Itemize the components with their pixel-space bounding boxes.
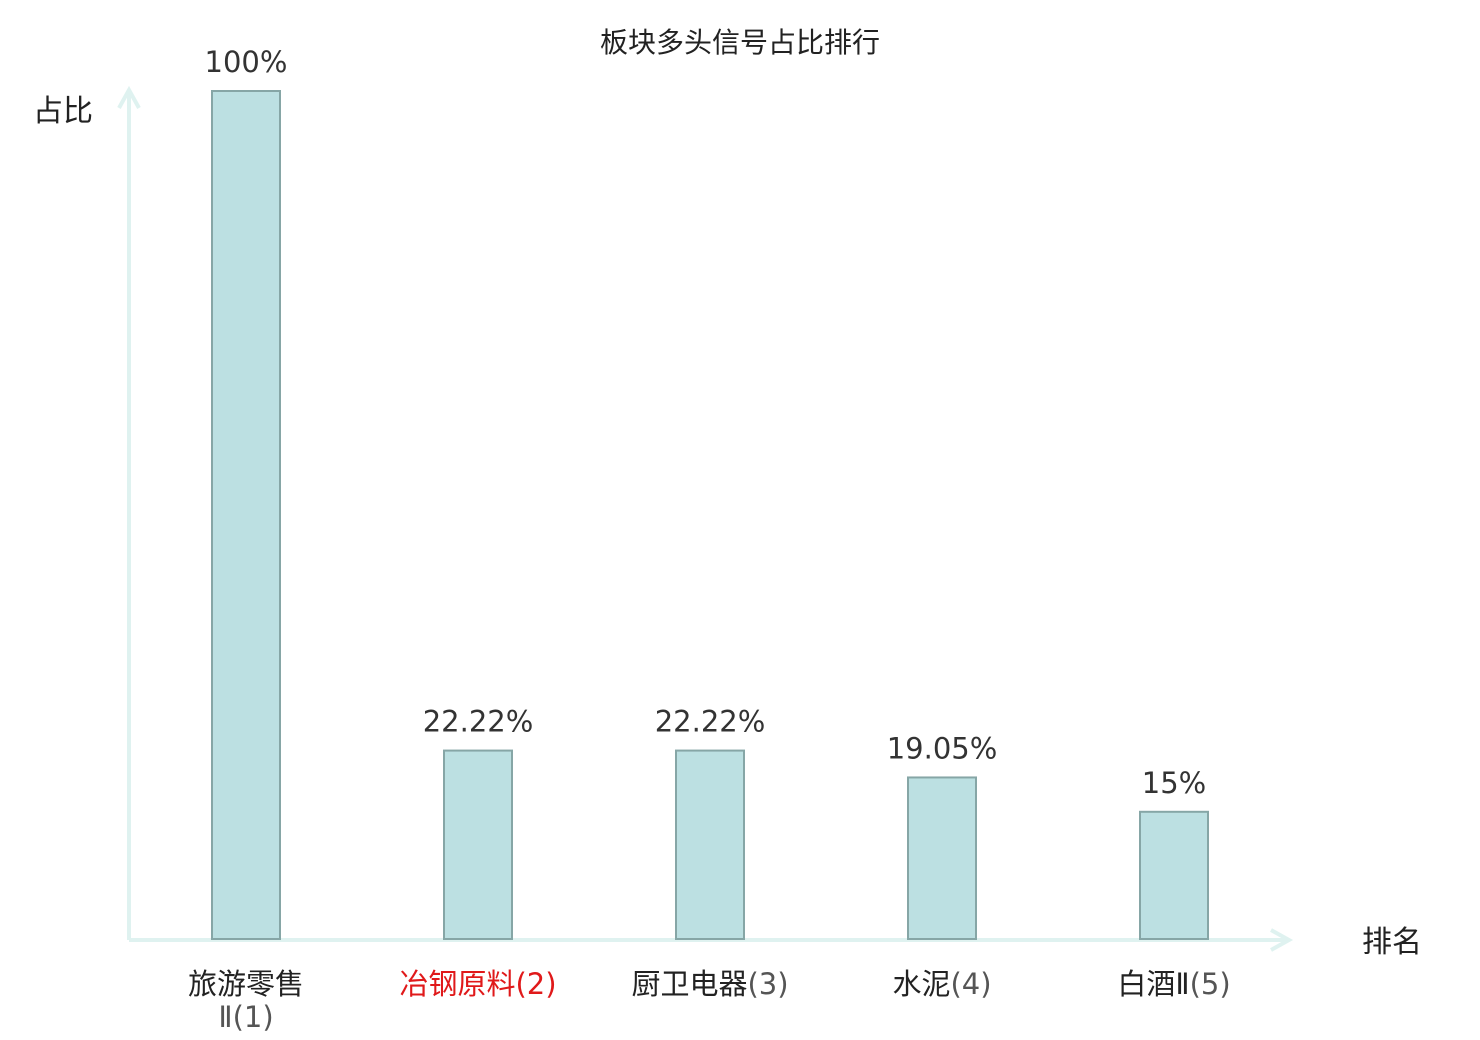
category-rank-4: (4) xyxy=(950,967,991,1001)
category-label-5: 白酒Ⅱ(5) xyxy=(1117,967,1230,1001)
bar-1 xyxy=(211,90,281,940)
bar-4 xyxy=(907,776,977,940)
category-labels-group: 旅游零售 Ⅱ(1) 冶钢原料(2) 厨卫电器(3) 水泥(4) 白酒Ⅱ(5) xyxy=(188,967,1231,1034)
value-label-5: 15% xyxy=(1142,766,1206,800)
y-axis xyxy=(117,85,141,940)
category-name-2: 冶钢原料 xyxy=(399,967,515,1001)
category-name-3: 厨卫电器 xyxy=(631,967,747,1001)
category-name-5: 白酒Ⅱ xyxy=(1117,967,1189,1001)
y-axis-label: 占比 xyxy=(33,94,93,129)
value-label-3: 22.22% xyxy=(655,705,766,739)
x-axis-label: 排名 xyxy=(1362,925,1422,960)
bar-3 xyxy=(675,749,745,940)
value-labels-group: 100% 22.22% 22.22% 19.05% 15% xyxy=(205,45,1207,800)
category-rank-1: (1) xyxy=(233,1000,274,1034)
category-name-1: 旅游零售 xyxy=(188,967,304,1001)
value-label-4: 19.05% xyxy=(887,731,998,765)
category-label-1: 旅游零售 Ⅱ(1) xyxy=(188,967,304,1034)
chart-title: 板块多头信号占比排行 xyxy=(600,26,880,59)
category-name-1-line2: Ⅱ xyxy=(218,1000,232,1034)
value-label-1: 100% xyxy=(205,45,288,79)
x-axis-arrow xyxy=(1270,928,1294,952)
bar-5 xyxy=(1139,810,1209,940)
y-axis-arrow xyxy=(117,85,141,109)
category-rank-3: (3) xyxy=(747,967,788,1001)
category-rank-5: (5) xyxy=(1190,967,1231,1001)
value-label-2: 22.22% xyxy=(423,705,534,739)
category-label-2: 冶钢原料(2) xyxy=(399,967,556,1001)
bar-2 xyxy=(443,749,513,940)
category-label-3: 厨卫电器(3) xyxy=(631,967,788,1001)
category-name-4: 水泥 xyxy=(892,967,950,1001)
bars-group xyxy=(211,90,1209,940)
category-label-4: 水泥(4) xyxy=(892,967,991,1001)
category-rank-2: (2) xyxy=(515,967,556,1001)
